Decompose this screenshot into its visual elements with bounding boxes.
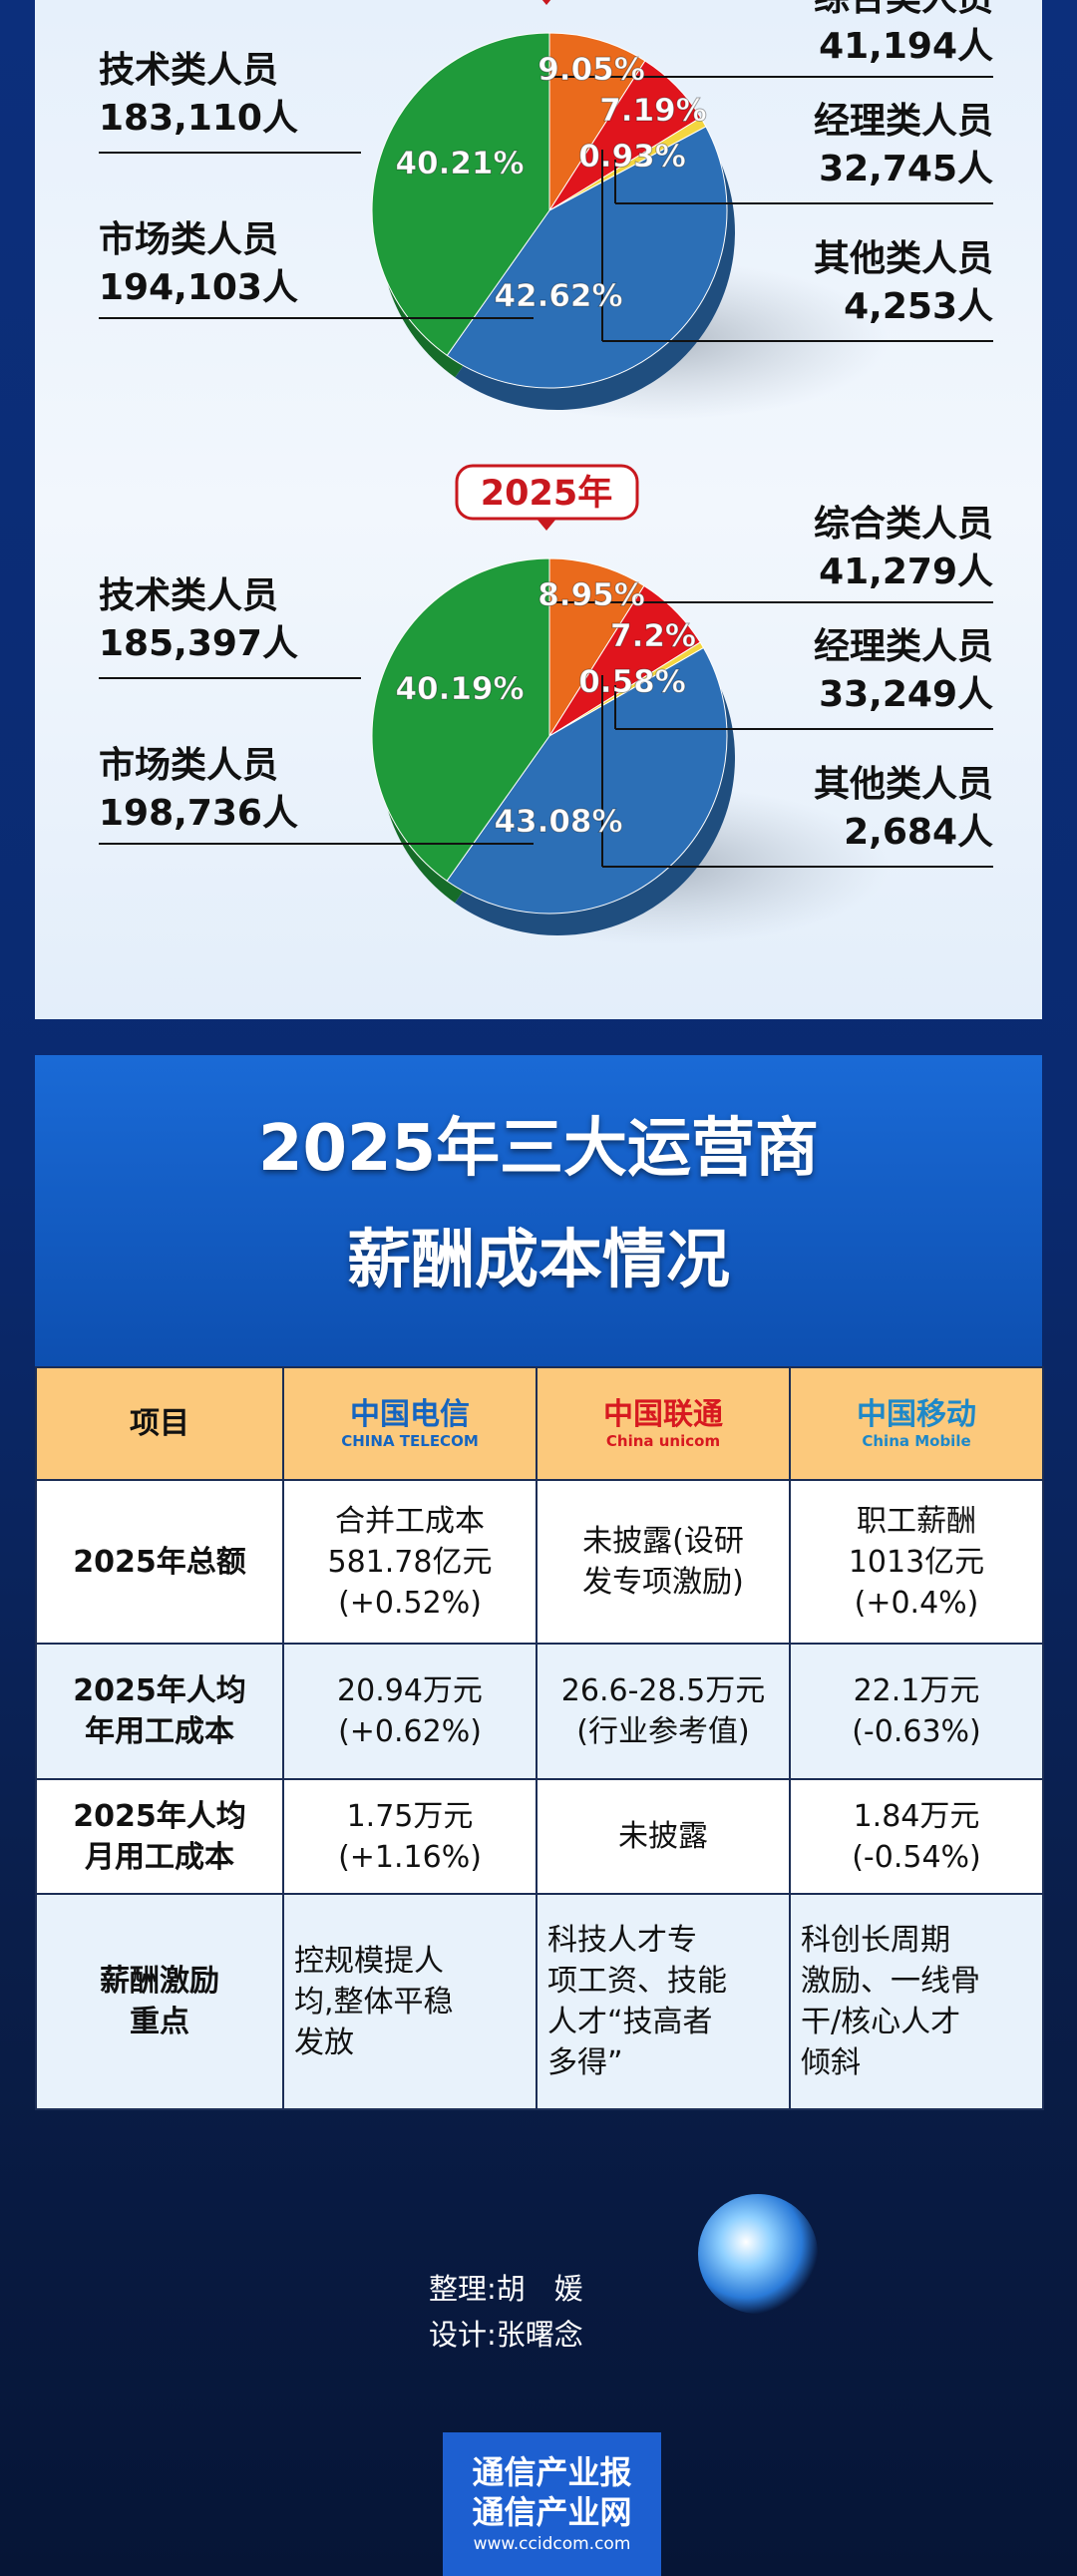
count-label: 198,736人 [99,793,298,834]
count-label: 32,745人 [819,149,993,189]
row-header: 薪酬激励 重点 [35,1893,284,2110]
credits: 整理:胡 媛 设计:张曙念 [429,2266,658,2358]
row-header: 2025年总额 [35,1479,284,1645]
value-label: 0.93% [578,139,686,175]
year-label: 2025年 [481,474,612,514]
header-cell: 项目 [35,1366,284,1481]
value-label: 43.08% [494,804,622,840]
category-label: 市场类人员 [99,745,278,786]
table-cell: 合并工成本 581.78亿元 (+0.52%) [282,1479,538,1645]
header-logo: 中国移动 China Mobile [789,1366,1044,1481]
table-cell: 1.84万元 (-0.54%) [789,1778,1044,1895]
logo-name: 中国电信 [350,1396,470,1432]
pie-slice [371,557,550,882]
table-cell: 26.6-28.5万元 (行业参考值) [536,1643,791,1780]
table-row: 薪酬激励 重点 控规模提人 均,整体平稳 发放 科技人才专 项工资、技能 人才“技高… [35,1893,1044,2110]
table-cell: 未披露 [536,1778,791,1895]
header-logo: 中国电信 CHINA TELECOM [282,1366,538,1481]
category-label: 其他类人员 [814,764,993,805]
category-label: 综合类人员 [814,504,993,545]
table-row: 2025年总额 合并工成本 581.78亿元 (+0.52%) 未披露(设研 发专项… [35,1479,1044,1645]
logo-english: China unicom [605,1431,721,1450]
row-header: 2025年人均 年用工成本 [35,1643,284,1780]
table-row: 2025年人均 年用工成本 20.94万元 (+0.62%) 26.6-28.5万元… [35,1643,1044,1780]
year-badge-pointer [537,519,556,531]
value-label: 8.95% [538,577,645,613]
globe-decoration [698,2194,818,2314]
footer-url: www.ccidcom.com [473,2534,631,2554]
count-label: 183,110人 [99,98,298,139]
category-label: 综合类人员 [814,0,993,19]
footer-line: 通信产业报 [472,2453,632,2491]
value-label: 9.05% [538,52,645,88]
table-cell: 未披露(设研 发专项激励) [536,1479,791,1645]
value-label: 40.21% [395,146,524,182]
table-row: 2025年人均 月用工成本 1.75万元 (+1.16%) 未披露 1.84万元 (-… [35,1778,1044,1895]
logo-name: 中国移动 [857,1396,976,1432]
category-label: 其他类人员 [814,238,993,279]
pie-slice [446,126,728,389]
value-label: 42.62% [494,278,622,314]
logo-english: China Mobile [862,1431,971,1450]
category-label: 技术类人员 [99,575,278,616]
table-cell: 20.94万元 (+0.62%) [282,1643,538,1780]
logo-english: CHINA TELECOM [341,1431,479,1450]
charts: 综合类人员 41,194人 9.05% 经理类人员 32,745人 7.19% 其他类人员 4… [99,0,993,945]
count-label: 2,684人 [844,812,993,853]
table-title: 2025年三大运营商 薪酬成本情况 [35,1055,1042,1366]
count-label: 185,397人 [99,623,298,664]
title-line: 2025年三大运营商 [257,1112,820,1186]
row-header: 2025年人均 月用工成本 [35,1778,284,1895]
logo-name: 中国联通 [603,1396,723,1432]
count-label: 41,194人 [819,26,993,67]
table-cell: 职工薪酬 1013亿元 (+0.4%) [789,1479,1044,1645]
value-label: 0.58% [578,664,686,700]
table-cell: 科创长周期 激励、一线骨 干/核心人才 倾斜 [789,1893,1044,2110]
year-badge-pointer [541,0,551,5]
footer-logo: 通信产业报 通信产业网 www.ccidcom.com [443,2432,661,2576]
title-line: 薪酬成本情况 [347,1224,730,1297]
header-logo: 中国联通 China unicom [536,1366,791,1481]
credit: 整理:胡 媛 [429,2272,583,2306]
count-label: 194,103人 [99,267,298,308]
count-label: 41,279人 [819,552,993,592]
category-label: 市场类人员 [99,219,278,260]
table: 项目 中国电信 CHINA TELECOM 中国联通 China unicom 中国移动 C… [35,1366,1044,2110]
value-label: 40.19% [395,671,524,707]
value-label: 7.19% [599,93,707,129]
table-cell: 控规模提人 均,整体平稳 发放 [282,1893,538,2110]
table-cell: 科技人才专 项工资、技能 人才“技高者 多得” [536,1893,791,2110]
table-cell: 22.1万元 (-0.63%) [789,1643,1044,1780]
footer-line: 通信产业网 [472,2493,632,2531]
credit: 设计:张曙念 [429,2318,583,2352]
count-label: 33,249人 [819,674,993,715]
category-label: 经理类人员 [814,101,993,142]
category-label: 经理类人员 [814,626,993,667]
value-label: 7.2% [610,618,696,654]
table-cell: 1.75万元 (+1.16%) [282,1778,538,1895]
header-row: 项目 中国电信 CHINA TELECOM 中国联通 China unicom 中国移动 C… [35,1366,1044,1481]
count-label: 4,253人 [844,286,993,327]
pie-slice [371,32,550,357]
category-label: 技术类人员 [99,50,278,91]
